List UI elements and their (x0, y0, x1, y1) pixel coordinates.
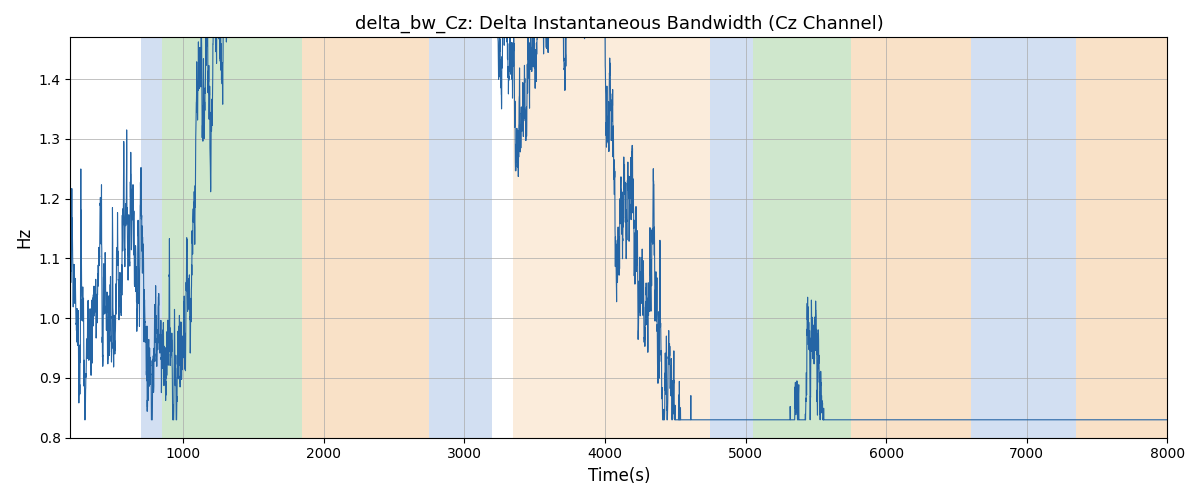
Bar (710, 38, 752, 438)
Bar (1076, 38, 1168, 438)
Bar (430, 38, 492, 438)
Bar (140, 38, 162, 438)
Bar (162, 38, 302, 438)
Bar (851, 38, 971, 438)
Bar (971, 38, 1076, 438)
Title: delta_bw_Cz: Delta Instantaneous Bandwidth (Cz Channel): delta_bw_Cz: Delta Instantaneous Bandwid… (354, 15, 883, 34)
Y-axis label: Hz: Hz (14, 227, 32, 248)
Bar (302, 38, 430, 438)
Bar (752, 38, 851, 438)
Bar (514, 38, 710, 438)
X-axis label: Time(s): Time(s) (588, 467, 650, 485)
